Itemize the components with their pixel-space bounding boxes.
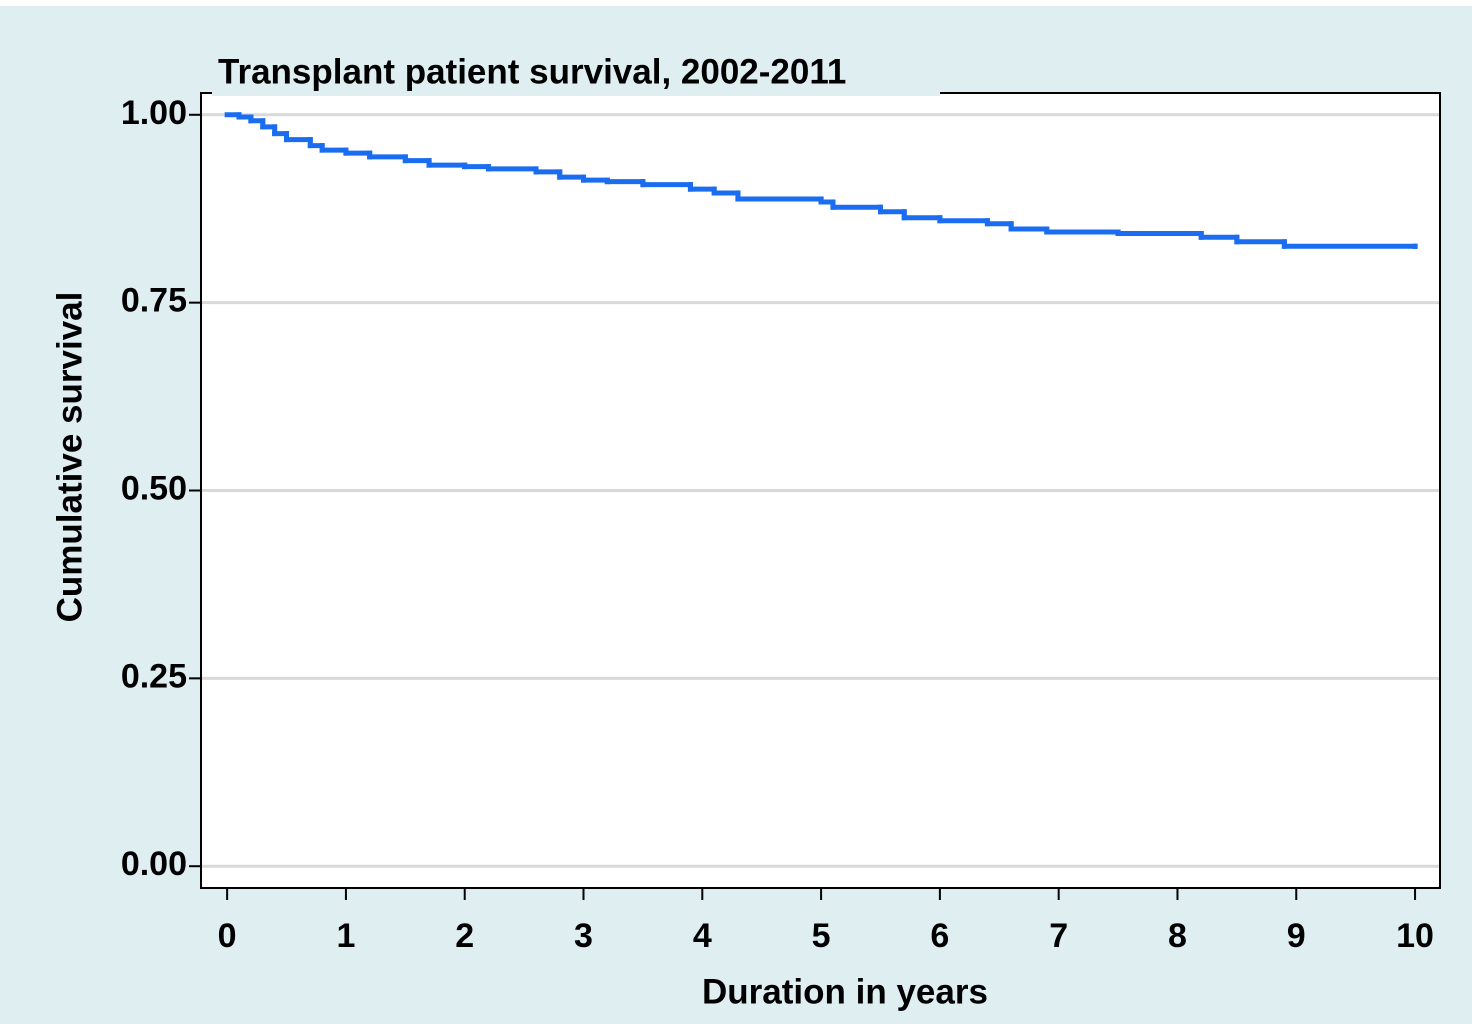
x-tick-label: 6 xyxy=(930,917,949,955)
x-tick-label: 0 xyxy=(218,917,237,955)
x-tick-label: 7 xyxy=(1049,917,1068,955)
x-tick-label: 8 xyxy=(1168,917,1187,955)
x-axis-label: Duration in years xyxy=(702,972,988,1011)
x-tick-label: 4 xyxy=(693,917,712,955)
chart-title: Transplant patient survival, 2002-2011 xyxy=(218,52,846,91)
x-tick-label: 9 xyxy=(1287,917,1306,955)
y-tick-label: 0.25 xyxy=(121,657,187,695)
y-tick-label: 0.00 xyxy=(121,845,187,883)
y-tick-label: 0.50 xyxy=(121,469,187,507)
title-backdrop xyxy=(212,52,940,96)
y-tick-label: 1.00 xyxy=(121,94,187,132)
y-tick-label: 0.75 xyxy=(121,282,187,320)
y-axis-label: Cumulative survival xyxy=(50,292,89,623)
x-tick-label: 3 xyxy=(574,917,593,955)
x-tick-label: 5 xyxy=(812,917,831,955)
x-tick-label: 1 xyxy=(336,917,355,955)
x-tick-label: 10 xyxy=(1396,917,1434,955)
x-tick-label: 2 xyxy=(455,917,474,955)
